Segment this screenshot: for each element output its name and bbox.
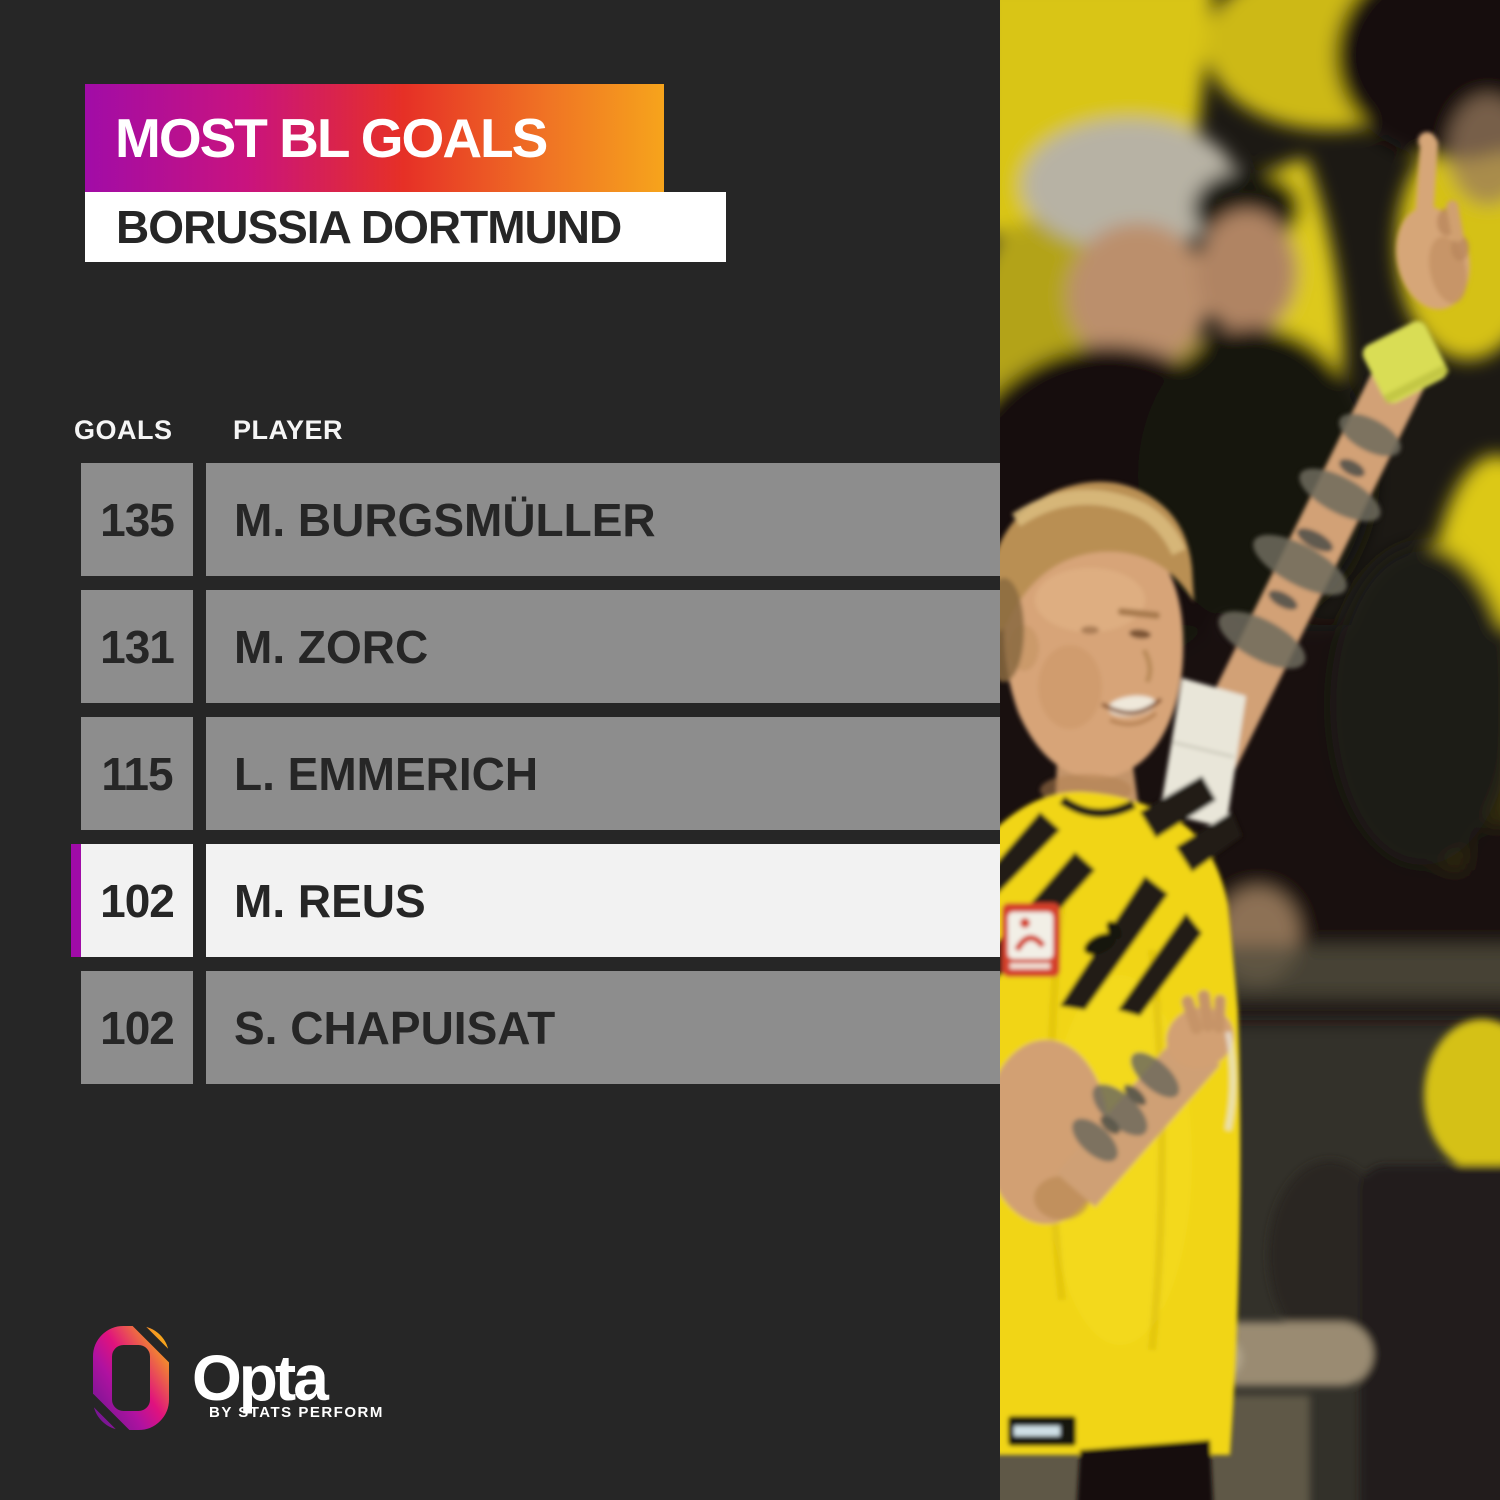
speaker-box	[1360, 1165, 1500, 1500]
goals-cell: 131	[81, 590, 193, 703]
page-subtitle: BORUSSIA DORTMUND	[116, 201, 622, 253]
table-row-highlighted: 102 M. REUS	[71, 844, 1000, 957]
table-row: 135 M. BURGSMÜLLER	[81, 463, 1000, 576]
column-header-goals: GOALS	[74, 415, 173, 445]
goals-cell: 102	[71, 844, 193, 957]
shorts	[1077, 1440, 1213, 1500]
column-header-player: PLAYER	[233, 415, 344, 445]
title-banner: MOST BL GOALS	[85, 84, 664, 192]
player-name-cell: M. ZORC	[206, 590, 1000, 703]
table-row: 102 S. CHAPUISAT	[81, 971, 1000, 1084]
index-finger	[1413, 135, 1439, 243]
table-row: 115 L. EMMERICH	[81, 717, 1000, 830]
player-photo	[1000, 0, 1500, 1500]
yellow-blob	[1424, 1019, 1500, 1171]
subtitle-banner: BORUSSIA DORTMUND	[85, 192, 726, 262]
opta-byline: BY STATS PERFORM	[209, 1404, 384, 1421]
player-name-cell: L. EMMERICH	[206, 717, 1000, 830]
goals-cell: 135	[81, 463, 193, 576]
puma-logo	[1084, 921, 1122, 955]
page-title: MOST BL GOALS	[115, 107, 548, 169]
opta-logo-icon	[93, 1326, 169, 1430]
player-figure	[1000, 132, 1470, 1500]
collar	[1059, 796, 1137, 818]
player-name-cell: S. CHAPUISAT	[206, 971, 1000, 1084]
goals-cell: 115	[81, 717, 193, 830]
opta-wordmark: Opta	[192, 1342, 329, 1414]
goals-cell: 102	[81, 971, 193, 1084]
player-name-cell: M. REUS	[206, 844, 1000, 957]
table-row: 131 M. ZORC	[81, 590, 1000, 703]
bundesliga-patch	[1002, 903, 1060, 977]
stats-table: 135 M. BURGSMÜLLER 131 M. ZORC 115 L. EM…	[71, 463, 1000, 1098]
player-name-cell: M. BURGSMÜLLER	[206, 463, 1000, 576]
wristband	[1362, 321, 1450, 404]
